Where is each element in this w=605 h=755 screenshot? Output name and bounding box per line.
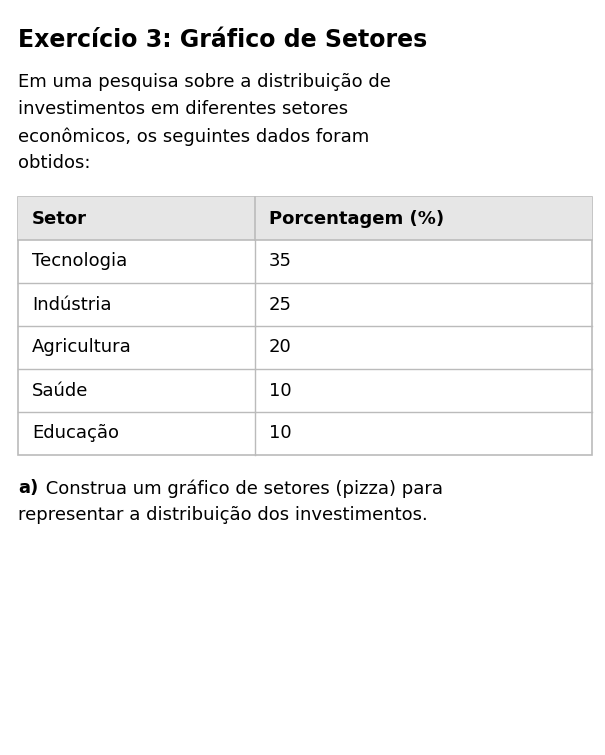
- FancyBboxPatch shape: [18, 197, 592, 455]
- Text: Agricultura: Agricultura: [32, 338, 132, 356]
- Text: Em uma pesquisa sobre a distribuição de: Em uma pesquisa sobre a distribuição de: [18, 73, 391, 91]
- Text: 20: 20: [269, 338, 292, 356]
- Text: representar a distribuição dos investimentos.: representar a distribuição dos investime…: [18, 506, 428, 524]
- Text: Exercício 3: Gráfico de Setores: Exercício 3: Gráfico de Setores: [18, 28, 427, 52]
- Text: Tecnologia: Tecnologia: [32, 252, 127, 270]
- Text: a): a): [18, 479, 38, 497]
- Text: 35: 35: [269, 252, 292, 270]
- Text: econômicos, os seguintes dados foram: econômicos, os seguintes dados foram: [18, 127, 369, 146]
- Text: Indústria: Indústria: [32, 295, 111, 313]
- Text: Educação: Educação: [32, 424, 119, 442]
- Text: 25: 25: [269, 295, 292, 313]
- Text: investimentos em diferentes setores: investimentos em diferentes setores: [18, 100, 348, 118]
- Text: obtidos:: obtidos:: [18, 154, 91, 172]
- Text: Construa um gráfico de setores (pizza) para: Construa um gráfico de setores (pizza) p…: [40, 479, 443, 498]
- Text: 10: 10: [269, 381, 292, 399]
- Text: Setor: Setor: [32, 209, 87, 227]
- Text: 10: 10: [269, 424, 292, 442]
- Text: Porcentagem (%): Porcentagem (%): [269, 209, 444, 227]
- FancyBboxPatch shape: [18, 197, 592, 240]
- Text: Saúde: Saúde: [32, 381, 88, 399]
